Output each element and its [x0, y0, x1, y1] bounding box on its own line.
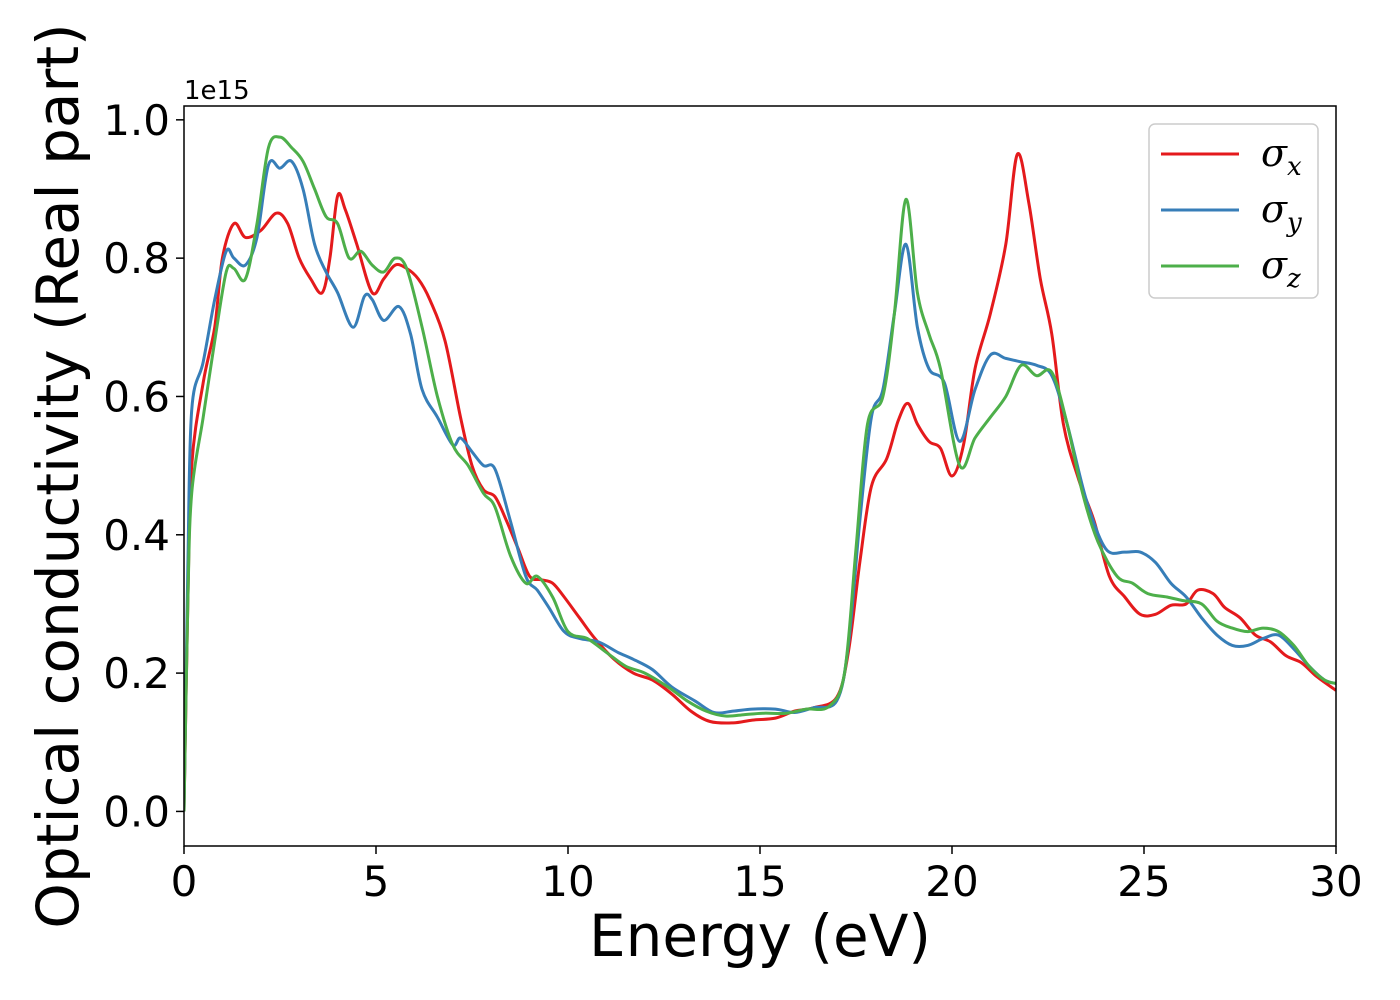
x-tick-label: 20	[925, 857, 978, 906]
x-axis-ticks: 0 5 10 15 20 25 30	[171, 846, 1363, 906]
legend-label-z: σz	[1261, 243, 1301, 294]
y-tick-label: 0.0	[103, 787, 170, 836]
x-axis-label: Energy (eV)	[589, 902, 931, 970]
y-tick-label: 0.4	[103, 511, 170, 560]
x-tick-label: 10	[541, 857, 594, 906]
y-offset-label: 1e15	[184, 76, 250, 106]
x-tick-label: 5	[363, 857, 390, 906]
legend-label-x: σx	[1261, 131, 1302, 182]
x-tick-label: 15	[733, 857, 786, 906]
series-layer	[184, 135, 1336, 812]
series-line-x	[184, 152, 1336, 812]
y-tick-label: 0.2	[103, 649, 170, 698]
legend-label-y: σy	[1261, 187, 1302, 238]
x-tick-label: 0	[171, 857, 198, 906]
x-tick-label: 30	[1309, 857, 1362, 906]
series-line-y	[184, 159, 1336, 812]
series-line-z	[184, 135, 1336, 812]
y-tick-label: 0.6	[103, 372, 170, 421]
y-tick-label: 1.0	[103, 96, 170, 145]
y-axis-label: Optical conductivity (Real part)	[24, 23, 92, 928]
x-tick-label: 25	[1117, 857, 1170, 906]
y-axis-ticks: 0.0 0.2 0.4 0.6 0.8 1.0	[103, 96, 184, 836]
y-tick-label: 0.8	[103, 234, 170, 283]
